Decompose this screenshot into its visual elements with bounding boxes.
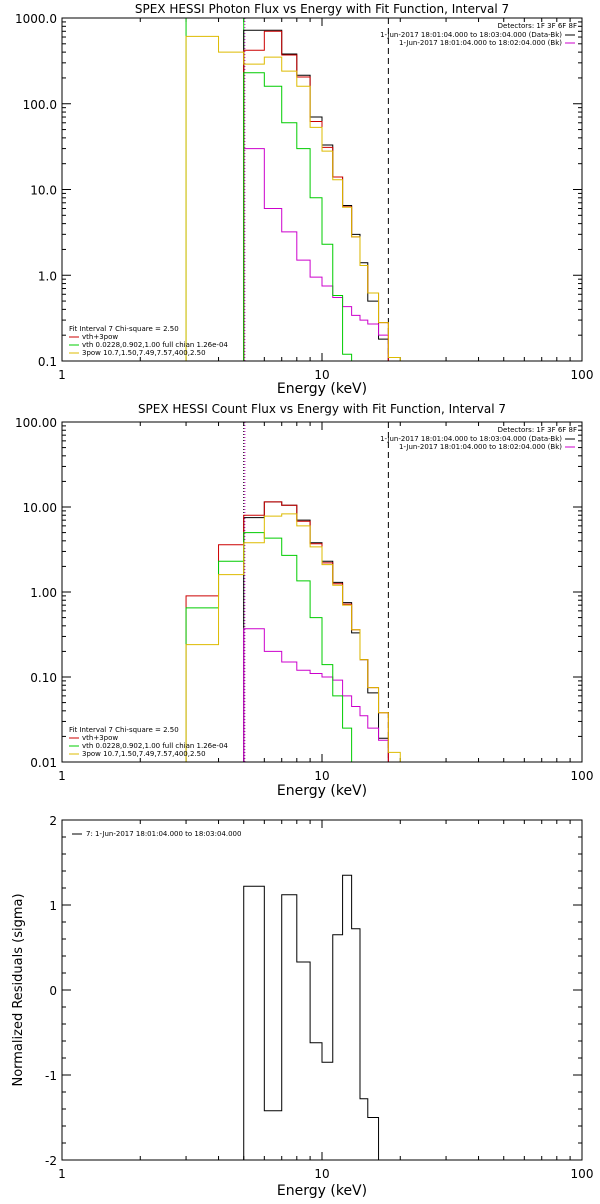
y-tick-label: 100.00 xyxy=(15,416,57,430)
y-tick-label: 0.10 xyxy=(30,671,57,685)
x-tick-label: 100 xyxy=(571,1167,594,1181)
y-tick-label: 0.01 xyxy=(30,756,57,770)
legend-entry-label: vth 0.0228,0.902,1.00 full chian 1.26e-0… xyxy=(82,742,228,750)
chart-panel-3: 1 10 100 -2 -1 0 1 2 Energy (keV) Normalized Resi… xyxy=(11,814,593,1199)
x-tick-label: 10 xyxy=(314,769,329,783)
legend-entry-label: vth+3pow xyxy=(82,333,118,341)
y-tick-label: 1.0 xyxy=(38,269,57,283)
series-group xyxy=(185,29,401,361)
legend-entry-label: 1-Jun-2017 18:01:04.000 to 18:02:04.000 … xyxy=(399,443,562,451)
y-tick-label: 1000.0 xyxy=(15,12,57,26)
y-tick-label: 0.1 xyxy=(38,355,57,369)
x-axis-label: Energy (keV) xyxy=(277,783,367,799)
x-tick-label: 1 xyxy=(58,1167,66,1181)
series-group xyxy=(243,874,389,1160)
chart-title: SPEX HESSI Photon Flux vs Energy with Fi… xyxy=(135,2,509,16)
x-axis-label: Energy (keV) xyxy=(277,381,367,397)
legend-entry-label: 7: 1-Jun-2017 18:01:04.000 to 18:03:04.0… xyxy=(86,830,241,838)
y-tick-label: -2 xyxy=(45,1154,57,1168)
y-tick-label: 10.00 xyxy=(23,501,57,515)
legend-header: Fit Interval 7 Chi-square = 2.50 xyxy=(69,726,179,734)
series-line-vth-3pow xyxy=(185,501,389,762)
series-group xyxy=(185,501,401,762)
series-line-residuals xyxy=(243,874,389,1160)
legend-entry-label: 3pow 10.7,1.50,7.49,7.57,400,2.50 xyxy=(82,750,206,758)
legend-entry-label: vth+3pow xyxy=(82,734,118,742)
legend-entry-label: 1-Jun-2017 18:01:04.000 to 18:02:04.000 … xyxy=(399,39,562,47)
chart-title: SPEX HESSI Count Flux vs Energy with Fit… xyxy=(138,402,506,416)
series-line-vth xyxy=(243,72,361,361)
legend-header: Detectors: 1F 3F 6F 8F xyxy=(498,22,577,30)
legend-entry-label: 1-Jun-2017 18:01:04.000 to 18:03:04.000 … xyxy=(380,435,562,443)
y-axis-label: Normalized Residuals (sigma) xyxy=(11,893,26,1086)
plot-frame xyxy=(61,17,583,362)
x-tick-label: 10 xyxy=(314,368,329,382)
chart-panel-2: SPEX HESSI Count Flux vs Energy with Fit… xyxy=(15,402,593,799)
y-tick-label: 10.0 xyxy=(30,184,57,198)
plot-frame xyxy=(61,819,583,1161)
y-tick-label: -1 xyxy=(45,1069,57,1083)
y-tick-label: 0 xyxy=(49,984,57,998)
y-tick-label: 1.00 xyxy=(30,586,57,600)
series-line-data-bk xyxy=(243,29,389,361)
y-tick-label: 100.0 xyxy=(23,98,57,112)
plot-frame xyxy=(61,421,583,763)
x-axis-label: Energy (keV) xyxy=(277,1183,367,1199)
legend-header: Fit Interval 7 Chi-square = 2.50 xyxy=(69,325,179,333)
x-tick-label: 10 xyxy=(314,1167,329,1181)
legend-entry-label: 1-Jun-2017 18:01:04.000 to 18:03:04.000 … xyxy=(380,31,562,39)
legend-entry-label: vth 0.0228,0.902,1.00 full chian 1.26e-0… xyxy=(82,341,228,349)
x-tick-label: 1 xyxy=(58,769,66,783)
legend-entry-label: 3pow 10.7,1.50,7.49,7.57,400,2.50 xyxy=(82,349,206,357)
series-line-3pow xyxy=(185,513,401,762)
series-line-3pow xyxy=(185,35,401,361)
x-tick-label: 1 xyxy=(58,368,66,382)
series-line-bk xyxy=(243,148,389,361)
series-line-vth xyxy=(185,532,353,762)
y-tick-label: 2 xyxy=(49,814,57,828)
series-line-vth-3pow xyxy=(243,30,389,361)
series-line-data-bk xyxy=(243,501,389,762)
x-tick-label: 100 xyxy=(571,769,594,783)
series-line-bk xyxy=(243,628,389,762)
x-tick-label: 100 xyxy=(571,368,594,382)
chart-panel-1: SPEX HESSI Photon Flux vs Energy with Fi… xyxy=(15,2,593,397)
legend-header: Detectors: 1F 3F 6F 8F xyxy=(498,426,577,434)
y-tick-label: 1 xyxy=(49,899,57,913)
